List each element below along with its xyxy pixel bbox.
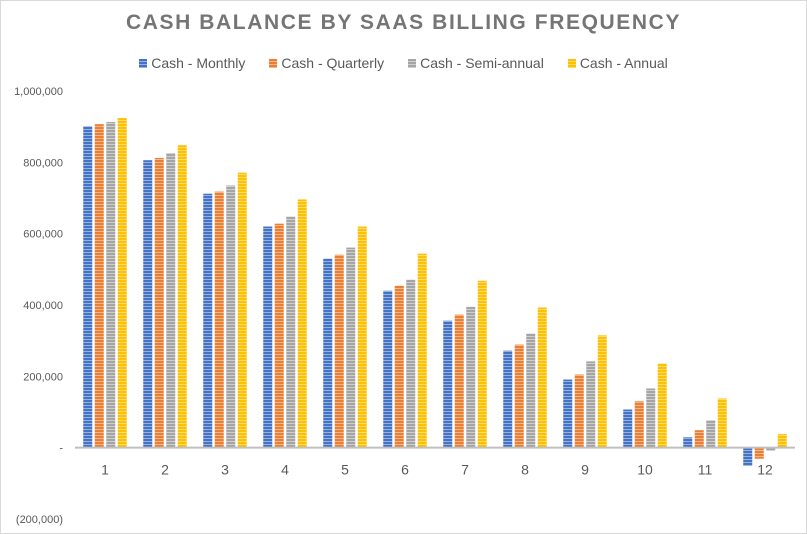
x-tick-label: 12 <box>757 462 773 478</box>
legend-swatch-monthly <box>139 58 148 68</box>
x-tick-label: 11 <box>698 462 713 478</box>
x-tick-label: 3 <box>221 462 229 478</box>
legend-swatch-annual <box>567 58 576 68</box>
bar-cash-quarterly-11 <box>694 430 704 448</box>
bar-cash-monthly-5 <box>323 258 333 448</box>
bar-cash-monthly-2 <box>143 160 153 448</box>
bar-cash-annual-7 <box>477 280 487 448</box>
bar-cash-monthly-4 <box>263 226 273 448</box>
y-tick-label: 800,000 <box>23 157 63 169</box>
legend-label-annual: Cash - Annual <box>579 55 668 71</box>
x-tick-label: 4 <box>281 462 289 478</box>
x-tick-label: 10 <box>637 462 653 478</box>
bar-cash-annual-2 <box>177 145 187 448</box>
x-tick-label: 1 <box>101 462 109 478</box>
bar-cash-monthly-3 <box>203 193 213 448</box>
legend-item-quarterly: Cash - Quarterly <box>269 55 384 71</box>
y-tick-label: 400,000 <box>23 300 63 312</box>
bar-cash-quarterly-8 <box>514 344 524 448</box>
bar-cash-semi-annual-7 <box>466 306 476 448</box>
x-tick-label: 7 <box>461 462 469 478</box>
x-tick-label: 9 <box>581 462 589 478</box>
bar-cash-monthly-10 <box>623 409 633 448</box>
legend-item-annual: Cash - Annual <box>567 55 668 71</box>
bar-cash-semi-annual-4 <box>286 216 296 448</box>
bar-cash-monthly-1 <box>83 126 93 448</box>
bars <box>83 118 787 466</box>
bar-cash-quarterly-1 <box>94 124 104 448</box>
legend-label-semi-annual: Cash - Semi-annual <box>420 55 544 71</box>
y-tick-label: - <box>59 443 63 455</box>
bar-cash-annual-12 <box>777 434 787 448</box>
bar-cash-quarterly-3 <box>214 191 224 448</box>
legend-label-monthly: Cash - Monthly <box>151 55 246 71</box>
bar-cash-monthly-9 <box>563 379 573 448</box>
x-tick-label: 8 <box>521 462 529 478</box>
bar-cash-semi-annual-5 <box>346 247 356 448</box>
legend-item-semi-annual: Cash - Semi-annual <box>408 55 544 71</box>
bar-cash-semi-annual-11 <box>706 420 716 448</box>
bar-cash-semi-annual-12 <box>766 447 776 451</box>
bar-cash-quarterly-2 <box>154 158 164 448</box>
bar-cash-annual-11 <box>717 398 727 448</box>
bar-cash-monthly-7 <box>443 320 453 448</box>
bar-cash-monthly-6 <box>383 290 393 448</box>
bar-cash-annual-10 <box>657 363 667 448</box>
x-axis-ticks: 1 2 3 4 5 6 7 8 9 10 11 12 <box>101 462 773 478</box>
bar-cash-quarterly-9 <box>574 374 584 448</box>
bar-cash-quarterly-4 <box>274 223 284 448</box>
bar-cash-annual-4 <box>297 199 307 448</box>
bar-cash-semi-annual-2 <box>166 153 176 448</box>
bar-cash-annual-1 <box>117 118 127 448</box>
legend-swatch-semi-annual <box>408 58 417 68</box>
bar-cash-annual-8 <box>537 307 547 448</box>
bar-cash-quarterly-10 <box>634 401 644 448</box>
chart-title: CASH BALANCE BY SAAS BILLING FREQUENCY <box>125 11 682 34</box>
y-axis-ticks: (200,000) - 200,000 400,000 600,000 800,000 1,… <box>14 86 63 526</box>
legend: Cash - Monthly Cash - Quarterly Cash - S… <box>1 55 806 71</box>
bar-cash-quarterly-7 <box>454 314 464 448</box>
bar-cash-quarterly-5 <box>334 254 344 448</box>
x-tick-label: 6 <box>401 462 409 478</box>
bar-cash-monthly-11 <box>683 437 693 448</box>
legend-item-monthly: Cash - Monthly <box>139 55 245 71</box>
bar-cash-annual-9 <box>597 335 607 448</box>
x-tick-label: 2 <box>161 462 169 478</box>
x-tick-label: 5 <box>341 462 349 478</box>
bar-cash-semi-annual-1 <box>106 122 116 448</box>
y-tick-label: 200,000 <box>23 371 63 383</box>
y-tick-label: 600,000 <box>23 229 63 241</box>
y-tick-label: (200,000) <box>16 514 63 526</box>
bar-cash-semi-annual-6 <box>406 279 416 448</box>
legend-label-quarterly: Cash - Quarterly <box>281 55 385 71</box>
bar-cash-semi-annual-9 <box>586 361 596 448</box>
bar-cash-monthly-8 <box>503 350 513 448</box>
bar-cash-semi-annual-8 <box>526 333 536 448</box>
bar-cash-annual-6 <box>417 253 427 448</box>
y-tick-label: 1,000,000 <box>14 86 63 98</box>
bar-cash-annual-3 <box>237 172 247 448</box>
bar-cash-quarterly-12 <box>754 447 764 459</box>
bar-cash-semi-annual-10 <box>646 388 656 448</box>
legend-swatch-quarterly <box>269 58 278 68</box>
bar-cash-quarterly-6 <box>394 285 404 448</box>
bar-cash-semi-annual-3 <box>226 185 236 448</box>
bar-cash-annual-5 <box>357 226 367 448</box>
bar-cash-monthly-12 <box>743 447 753 466</box>
